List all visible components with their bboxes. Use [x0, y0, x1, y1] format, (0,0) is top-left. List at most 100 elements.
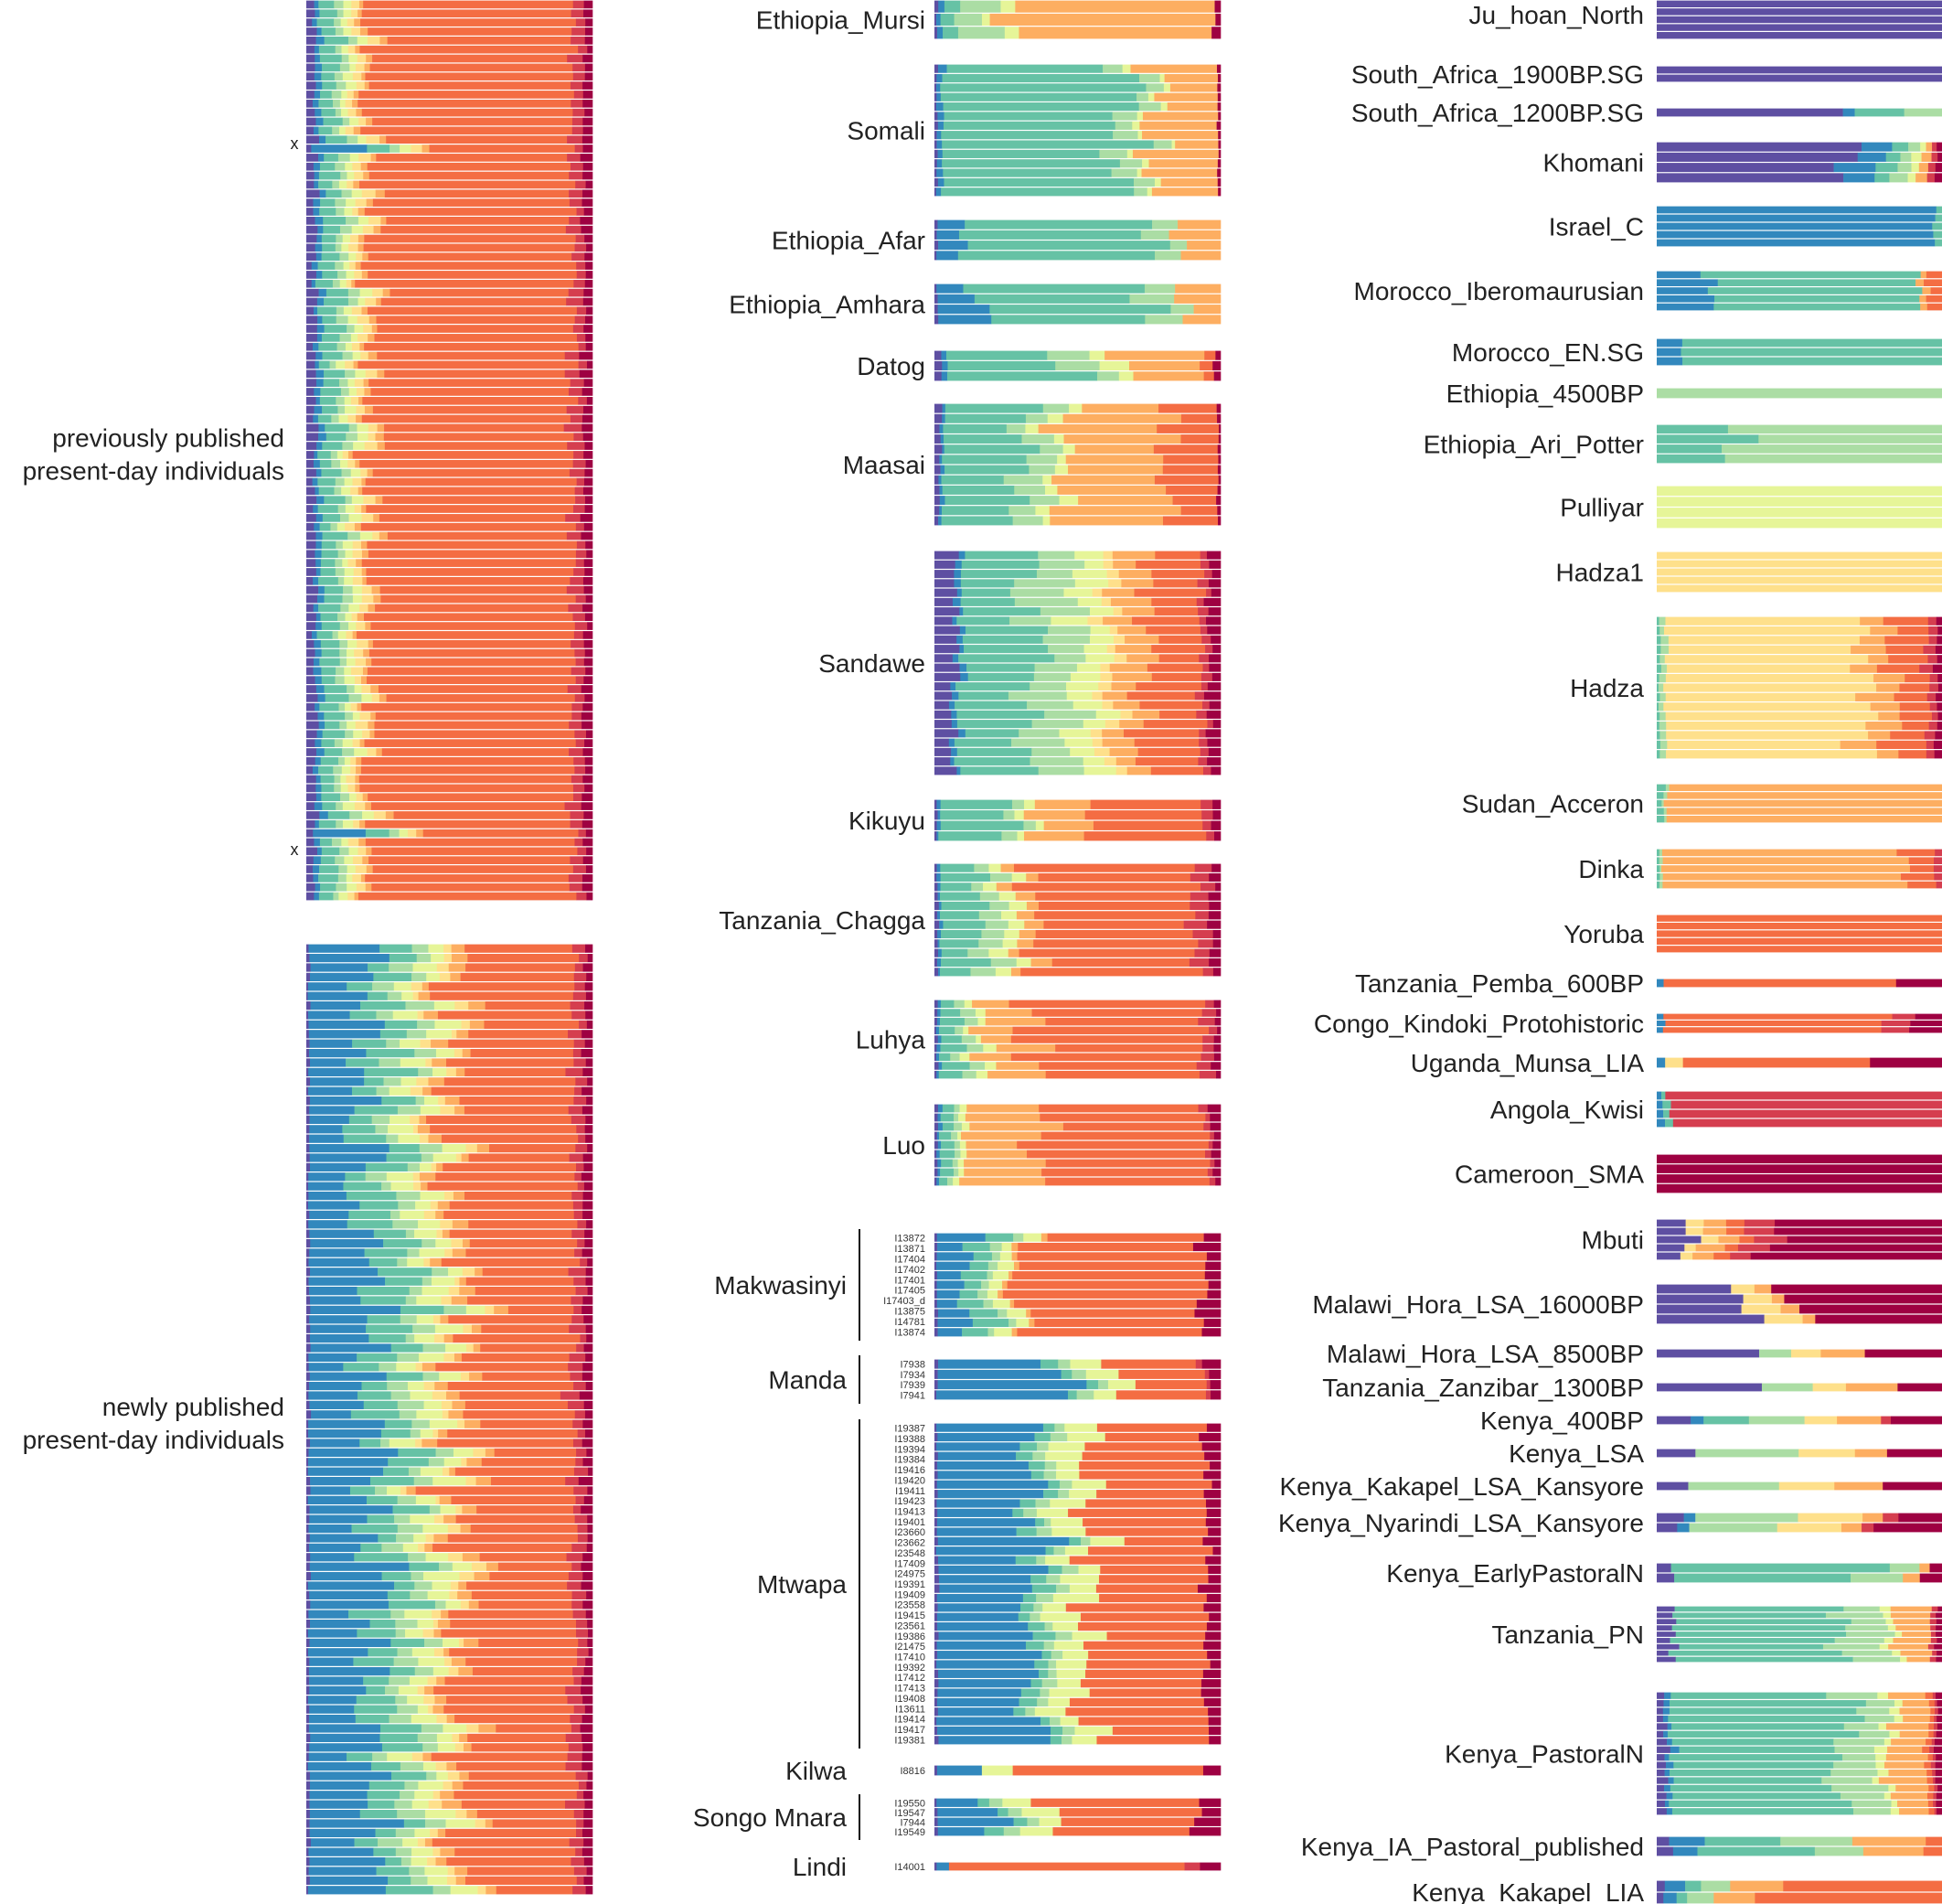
newly-published-row [306, 1353, 593, 1362]
admixture-segment-k6 [368, 423, 378, 433]
admixture-segment-k5 [1885, 1619, 1894, 1625]
admixture-segment-k10 [1213, 1035, 1222, 1043]
admixture-segment-k4 [397, 1495, 417, 1504]
admixture-segment-k4 [1724, 454, 1942, 464]
admixture-segment-k3 [320, 613, 338, 622]
middle-group-label: Sandawe [818, 649, 925, 678]
admixture-segment-k7 [475, 1268, 484, 1277]
admixture-segment-k3 [360, 1001, 406, 1011]
admixture-segment-k5 [423, 1572, 460, 1581]
admixture-segment-k2 [314, 522, 320, 531]
admixture-segment-k1 [934, 831, 937, 841]
admixture-segment-k4 [1659, 702, 1664, 711]
admixture-segment-k5 [1137, 131, 1143, 140]
admixture-segment-k7 [485, 1819, 494, 1828]
admixture-segment-k5 [1090, 1536, 1126, 1546]
admixture-segment-k9 [571, 1011, 586, 1020]
admixture-segment-k2 [309, 1115, 350, 1124]
admixture-segment-k1 [934, 799, 937, 809]
admixture-segment-k6 [358, 117, 367, 126]
admixture-segment-k10 [1212, 939, 1222, 948]
admixture-segment-k6 [444, 1657, 453, 1666]
admixture-segment-k2 [313, 414, 319, 423]
admixture-segment-k3 [319, 54, 343, 63]
middle-group-row [934, 444, 1222, 455]
admixture-segment-k2 [1663, 1892, 1677, 1904]
admixture-segment-k8 [387, 531, 568, 540]
admixture-segment-k7 [1008, 1271, 1013, 1280]
admixture-segment-k10 [1217, 177, 1222, 187]
admixture-segment-k4 [1821, 1777, 1873, 1784]
admixture-segment-k3 [321, 334, 340, 342]
admixture-segment-k3 [1657, 849, 1660, 857]
admixture-segment-k9 [577, 847, 587, 856]
admixture-segment-k4 [1845, 1625, 1889, 1631]
admixture-segment-k2 [309, 1372, 388, 1381]
admixture-segment-k7 [1893, 1619, 1931, 1625]
admixture-segment-k3 [388, 1600, 436, 1610]
admixture-segment-k4 [394, 1514, 411, 1524]
admixture-segment-k2 [936, 92, 942, 102]
admixture-segment-k7 [1112, 551, 1156, 560]
right-group-label: Morocco_EN.SG [1452, 338, 1644, 367]
admixture-segment-k1 [306, 117, 316, 126]
admixture-segment-k5 [398, 1134, 421, 1143]
admixture-segment-k10 [584, 982, 593, 991]
admixture-segment-k9 [1195, 911, 1210, 920]
admixture-segment-k3 [323, 117, 344, 126]
admixture-segment-k9 [1933, 1800, 1937, 1807]
admixture-segment-k1 [934, 1104, 939, 1113]
admixture-segment-k10 [579, 1391, 593, 1400]
admixture-segment-k5 [1083, 766, 1117, 776]
previously-published-row [306, 144, 593, 153]
admixture-segment-k7 [1860, 616, 1884, 626]
admixture-segment-k1 [934, 911, 938, 920]
admixture-segment-k2 [307, 982, 347, 991]
admixture-segment-k1 [1657, 1692, 1665, 1699]
admixture-segment-k4 [1080, 1536, 1091, 1546]
admixture-segment-k5 [1875, 1754, 1887, 1761]
admixture-segment-k2 [1666, 1792, 1673, 1800]
right-group-row [1657, 740, 1942, 749]
admixture-segment-k10 [1218, 455, 1222, 465]
admixture-segment-k1 [306, 1086, 309, 1096]
admixture-segment-k4 [426, 1771, 437, 1781]
sample-id-label: I19416 [894, 1465, 925, 1476]
admixture-segment-k1 [306, 360, 315, 369]
admixture-segment-k4 [334, 0, 344, 9]
admixture-segment-k2 [1657, 214, 1936, 222]
admixture-segment-k3 [944, 0, 961, 13]
admixture-segment-k5 [338, 414, 348, 423]
newly-published-row [306, 1847, 593, 1856]
admixture-segment-k1 [306, 1391, 309, 1400]
admixture-segment-k2 [959, 607, 964, 616]
admixture-segment-k7 [1876, 683, 1900, 692]
admixture-segment-k5 [401, 991, 413, 1000]
admixture-segment-k8 [352, 451, 574, 459]
admixture-segment-k4 [338, 702, 346, 711]
admixture-segment-k10 [1207, 1289, 1222, 1299]
admixture-segment-k3 [958, 654, 1055, 663]
admixture-segment-k7 [446, 1762, 457, 1771]
admixture-segment-k3 [956, 747, 1032, 756]
admixture-segment-k4 [390, 1610, 405, 1619]
sample-id-label: I23548 [894, 1548, 925, 1559]
admixture-segment-k4 [389, 144, 400, 153]
admixture-segment-k10 [1211, 672, 1222, 681]
middle-group-row [934, 701, 1222, 710]
admixture-segment-k10 [582, 144, 593, 153]
admixture-segment-k3 [940, 1113, 955, 1122]
admixture-segment-k7 [1115, 757, 1136, 766]
admixture-segment-k1 [934, 371, 943, 381]
admixture-segment-k4 [960, 1009, 976, 1017]
admixture-segment-k2 [937, 121, 944, 130]
admixture-segment-k4 [337, 405, 346, 414]
admixture-segment-k6 [457, 1419, 465, 1428]
admixture-segment-k1 [306, 1524, 309, 1534]
sample-id-label: I7934 [900, 1370, 925, 1381]
sample-id-label: I17410 [894, 1652, 925, 1663]
admixture-segment-k8 [1926, 1836, 1942, 1846]
admixture-segment-k7 [361, 306, 368, 316]
admixture-segment-k1 [934, 485, 940, 495]
